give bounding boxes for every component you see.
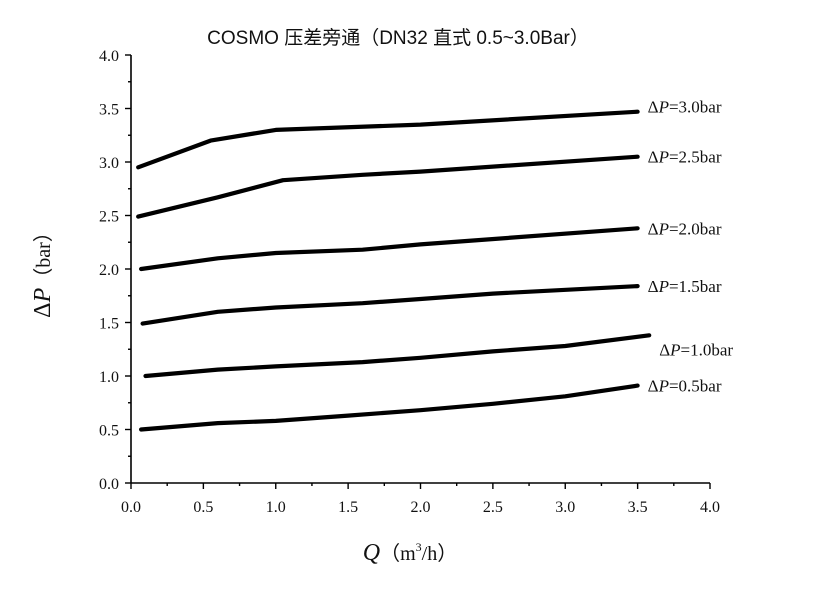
x-tick-label: 3.0: [555, 499, 575, 516]
series-label-value: =1.5bar: [669, 277, 722, 296]
series-line: [136, 154, 640, 219]
series-line: [139, 226, 640, 272]
y-tick-label: 0.0: [99, 476, 119, 493]
y-tick-label: 2.5: [99, 209, 119, 226]
series-label-value: =3.0bar: [669, 98, 722, 117]
x-axis-unit-prefix: （m: [380, 542, 416, 565]
x-tick-label: 2.5: [483, 499, 503, 516]
series-line: [139, 383, 640, 432]
x-tick-label: 0.0: [121, 499, 141, 516]
series-line: [143, 333, 652, 379]
series-label-delta: Δ: [648, 277, 659, 296]
series-label-variable: P: [658, 277, 669, 296]
series-label-variable: P: [658, 377, 669, 396]
series-label: ΔP=1.0bar: [659, 340, 733, 359]
series-label: ΔP=1.5bar: [648, 277, 722, 296]
x-axis-unit-suffix: /h）: [422, 542, 458, 565]
series-label-variable: P: [658, 148, 669, 167]
x-tick-label: 2.0: [411, 499, 431, 516]
y-axis-unit: （bar）: [32, 222, 55, 288]
y-tick-label: 4.0: [99, 48, 119, 65]
x-tick-label: 1.0: [266, 499, 286, 516]
series-label-delta: Δ: [648, 219, 659, 238]
x-axis-symbol: Q: [363, 540, 380, 566]
axes: [130, 55, 710, 484]
series-label-value: =0.5bar: [669, 377, 722, 396]
ticks: 0.0 0.5 1.0 1.5 2.0 2.5 3.0 3.5 4.0 0.0 0.5 1.0 1.5 2…: [99, 48, 720, 516]
series-label: ΔP=3.0bar: [648, 98, 722, 117]
y-axis-variable: P: [30, 287, 56, 303]
x-tick-label: 1.5: [338, 499, 358, 516]
series-line: [140, 284, 640, 326]
series-label-delta: Δ: [648, 377, 659, 396]
series-group: ΔP=3.0barΔP=2.5barΔP=2.0barΔP=1.5barΔP=1…: [136, 98, 733, 432]
series-label-value: =1.0bar: [681, 340, 734, 359]
chart-title: COSMO 压差旁通（DN32 直式 0.5~3.0Bar）: [207, 27, 589, 49]
series-label: ΔP=2.0bar: [648, 219, 722, 238]
series-line: [136, 109, 640, 170]
y-axis-title: ΔP（bar）: [30, 222, 56, 318]
y-tick-label: 1.0: [99, 369, 119, 386]
series-label-delta: Δ: [648, 148, 659, 167]
series-label-variable: P: [658, 219, 669, 238]
series-label: ΔP=2.5bar: [648, 148, 722, 167]
series-label: ΔP=0.5bar: [648, 377, 722, 396]
series-label-value: =2.0bar: [669, 219, 722, 238]
series-label-delta: Δ: [659, 340, 670, 359]
y-tick-label: 3.0: [99, 155, 119, 172]
x-axis-unit-superscript: 3: [416, 540, 422, 554]
y-tick-label: 0.5: [99, 423, 119, 440]
y-tick-label: 3.5: [99, 102, 119, 119]
series-label-delta: Δ: [648, 98, 659, 117]
series-label-variable: P: [658, 98, 669, 117]
x-axis-title: Q（m3/h）: [363, 540, 457, 566]
y-axis-symbol: ΔP: [30, 287, 56, 317]
x-tick-label: 3.5: [628, 499, 648, 516]
series-label-variable: P: [669, 340, 680, 359]
x-tick-label: 4.0: [700, 499, 720, 516]
y-tick-label: 1.5: [99, 316, 119, 333]
series-label-value: =2.5bar: [669, 148, 722, 167]
y-tick-label: 2.0: [99, 262, 119, 279]
x-tick-label: 0.5: [193, 499, 213, 516]
y-axis-delta: Δ: [30, 302, 56, 317]
